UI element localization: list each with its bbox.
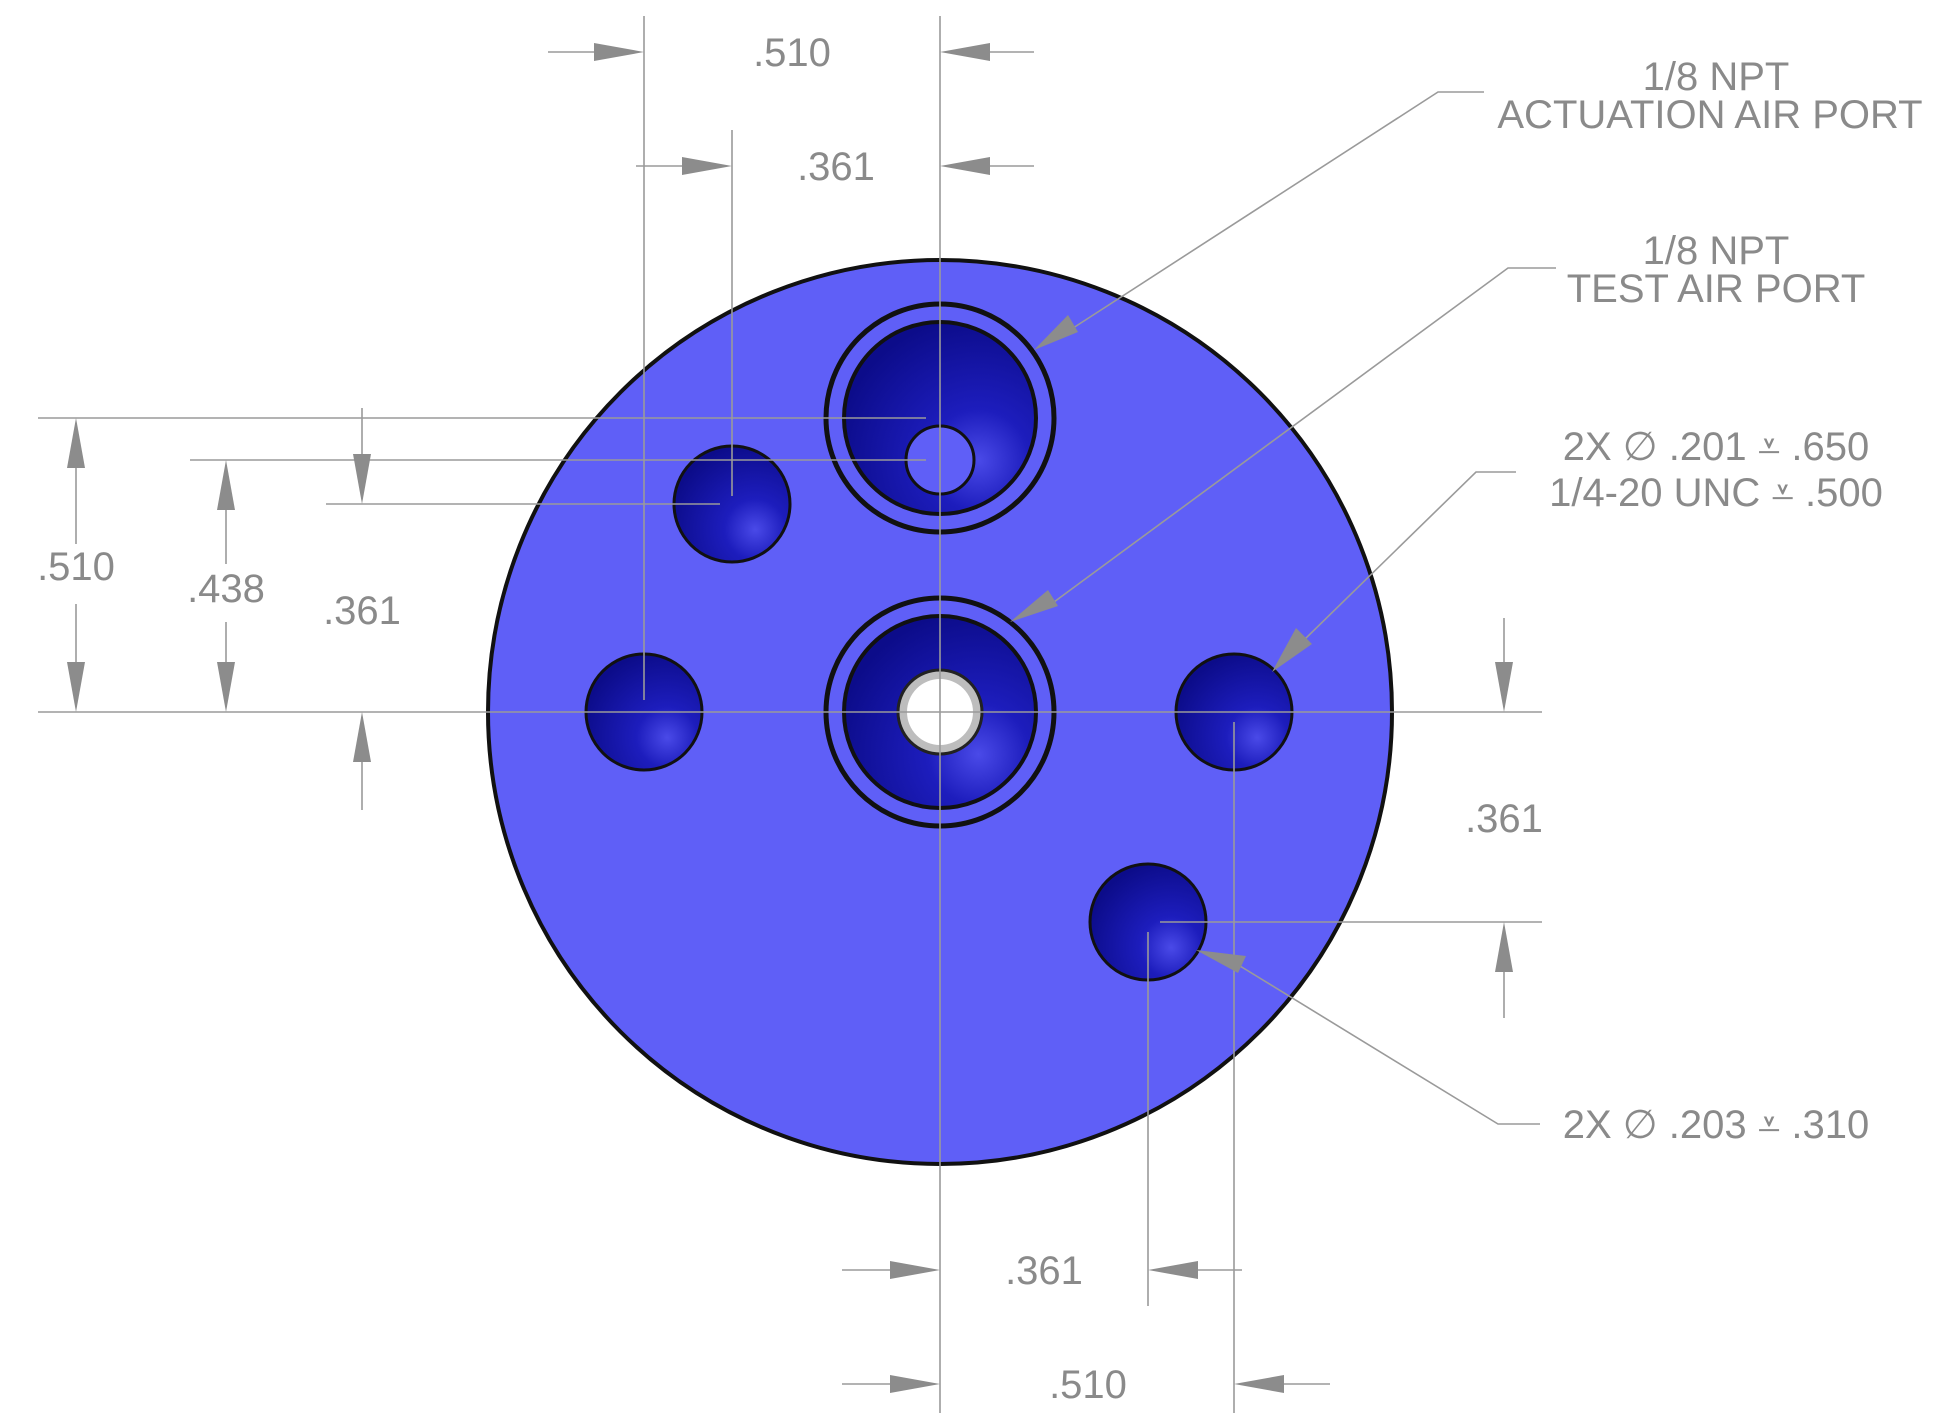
dim-bottom-361: .361 <box>842 1249 1242 1293</box>
callout-line: 2X ∅ .203 ⩡ .310 <box>1563 1103 1870 1147</box>
callout-line: 1/8 NPT <box>1643 229 1790 273</box>
callout-actuation-port: 1/8 NPT ACTUATION AIR PORT <box>1497 55 1922 137</box>
callout-hole-203: 2X ∅ .203 ⩡ .310 <box>1563 1103 1870 1147</box>
callout-hole-201: 2X ∅ .201 ⩡ .650 1/4-20 UNC ⩡ .500 <box>1549 425 1883 515</box>
dim-left-438: .438 <box>187 460 265 712</box>
leader-hole-203 <box>1196 950 1540 1125</box>
callout-line: ACTUATION AIR PORT <box>1497 93 1922 137</box>
callout-line: TEST AIR PORT <box>1567 267 1866 311</box>
dim-label: .361 <box>323 589 401 633</box>
dim-top-361: .361 <box>636 145 1034 189</box>
dim-label: .510 <box>37 545 115 589</box>
callout-line: 1/8 NPT <box>1643 55 1790 99</box>
callout-test-port: 1/8 NPT TEST AIR PORT <box>1567 229 1866 311</box>
dim-left-361: .361 <box>323 408 401 810</box>
dim-bottom-510: .510 <box>842 1363 1330 1407</box>
dim-top-510: .510 <box>548 31 1034 75</box>
dim-label: .510 <box>753 31 831 75</box>
leader-hole-201 <box>1272 471 1516 672</box>
dim-label: .361 <box>1005 1249 1083 1293</box>
dim-label: .361 <box>1465 797 1543 841</box>
callout-line: 2X ∅ .201 ⩡ .650 <box>1563 425 1870 469</box>
dim-label: .361 <box>797 145 875 189</box>
leader-test-port <box>1010 267 1556 622</box>
dim-right-361: .361 <box>1465 618 1543 1018</box>
dim-label: .510 <box>1049 1363 1127 1407</box>
callout-line: 1/4-20 UNC ⩡ .500 <box>1549 471 1883 515</box>
dim-label: .438 <box>187 567 265 611</box>
leader-actuation-port <box>1034 91 1484 350</box>
dim-left-510: .510 <box>37 418 115 712</box>
